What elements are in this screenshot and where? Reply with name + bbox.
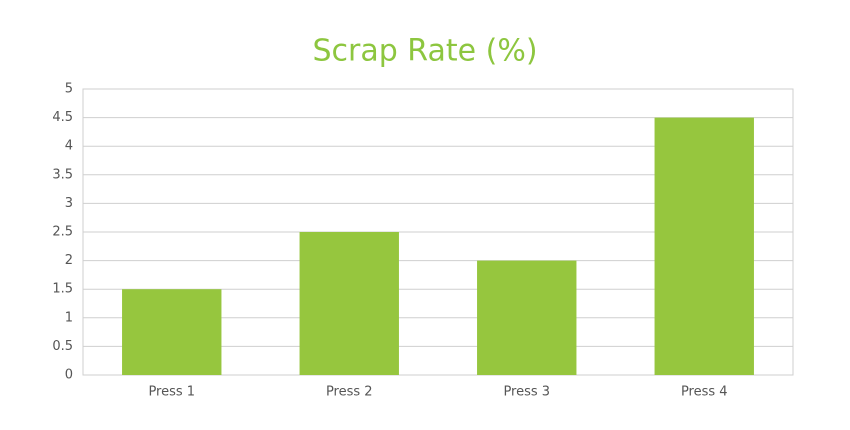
y-tick-label: 2: [65, 253, 73, 268]
y-tick-label: 1.5: [52, 282, 73, 297]
y-tick-label: 5: [65, 82, 73, 97]
x-tick-label: Press 1: [148, 385, 195, 400]
y-tick-label: 3.5: [52, 167, 73, 182]
y-tick-label: 4.5: [52, 110, 73, 125]
y-tick-label: 0.5: [52, 339, 73, 354]
y-tick-label: 2.5: [52, 225, 73, 240]
y-tick-label: 0: [65, 368, 73, 383]
y-tick-label: 4: [65, 139, 73, 154]
y-tick-label: 1: [65, 310, 73, 325]
y-tick-label: 3: [65, 196, 73, 211]
bar: [299, 232, 399, 375]
x-tick-label: Press 4: [681, 385, 728, 400]
bar: [122, 289, 222, 375]
x-tick-label: Press 3: [503, 385, 550, 400]
bar: [477, 260, 577, 375]
bar: [654, 117, 754, 375]
chart-title: Scrap Rate (%): [312, 34, 537, 69]
x-tick-label: Press 2: [326, 385, 373, 400]
